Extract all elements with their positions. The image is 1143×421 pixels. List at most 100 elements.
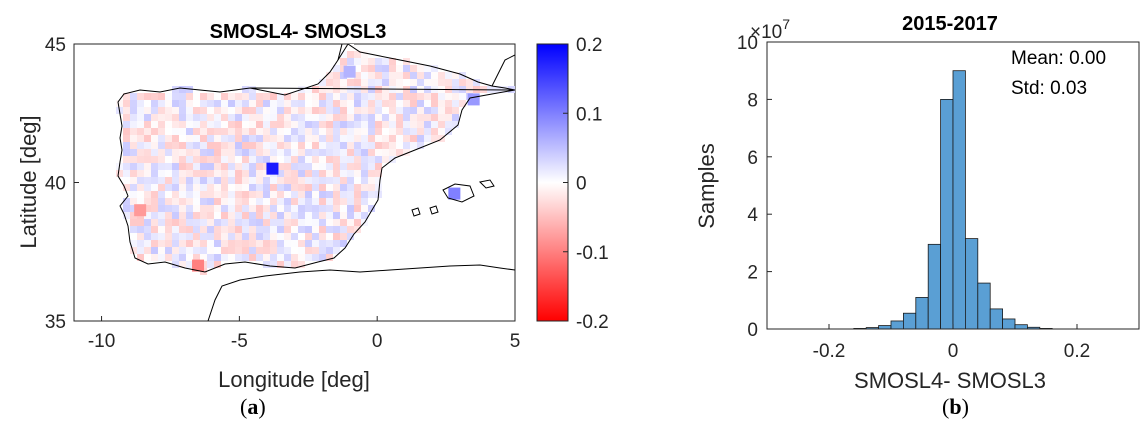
land-pixel bbox=[389, 65, 396, 72]
land-pixel bbox=[130, 114, 137, 121]
land-pixel bbox=[340, 163, 347, 170]
land-pixel bbox=[305, 184, 312, 191]
land-pixel bbox=[340, 191, 347, 198]
land-pixel bbox=[207, 212, 214, 219]
land-pixel bbox=[340, 58, 347, 65]
land-pixel bbox=[312, 212, 319, 219]
land-pixel bbox=[137, 233, 144, 240]
land-pixel bbox=[221, 219, 228, 226]
land-pixel bbox=[431, 72, 438, 79]
land-pixel bbox=[424, 79, 431, 86]
land-pixel bbox=[214, 135, 221, 142]
land-pixel bbox=[151, 240, 158, 247]
land-pixel bbox=[368, 114, 375, 121]
land-pixel bbox=[130, 128, 137, 135]
land-pixel bbox=[389, 79, 396, 86]
land-pixel bbox=[312, 226, 319, 233]
land-pixel bbox=[312, 191, 319, 198]
land-pixel bbox=[368, 79, 375, 86]
land-pixel bbox=[249, 205, 256, 212]
land-pixel bbox=[158, 184, 165, 191]
land-pixel bbox=[249, 135, 256, 142]
land-pixel bbox=[361, 149, 368, 156]
land-pixel bbox=[256, 240, 263, 247]
land-pixel bbox=[123, 198, 130, 205]
land-pixel bbox=[424, 114, 431, 121]
land-pixel bbox=[179, 184, 186, 191]
land-pixel bbox=[340, 51, 347, 58]
land-pixel bbox=[347, 205, 354, 212]
land-pixel bbox=[144, 184, 151, 191]
land-pixel bbox=[207, 107, 214, 114]
land-pixel bbox=[130, 93, 137, 100]
land-pixel bbox=[312, 240, 319, 247]
land-pixel bbox=[123, 121, 130, 128]
land-pixel bbox=[361, 191, 368, 198]
land-pixel bbox=[186, 149, 193, 156]
land-pixel bbox=[186, 212, 193, 219]
land-pixel bbox=[354, 177, 361, 184]
land-pixel bbox=[130, 240, 137, 247]
land-pixel bbox=[228, 135, 235, 142]
land-pixel bbox=[347, 107, 354, 114]
land-pixel bbox=[200, 226, 207, 233]
land-pixel bbox=[235, 114, 242, 121]
land-pixel bbox=[186, 156, 193, 163]
land-pixel bbox=[291, 191, 298, 198]
land-pixel bbox=[144, 219, 151, 226]
land-pixel bbox=[312, 205, 319, 212]
land-pixel bbox=[207, 177, 214, 184]
map-y-ticks: 35 40 45 bbox=[45, 35, 79, 333]
land-pixel bbox=[375, 135, 382, 142]
land-pixel bbox=[256, 198, 263, 205]
land-pixel bbox=[151, 121, 158, 128]
land-pixel bbox=[179, 191, 186, 198]
land-pixel bbox=[361, 107, 368, 114]
land-pixel bbox=[151, 226, 158, 233]
land-pixel bbox=[347, 86, 354, 93]
land-pixel bbox=[179, 170, 186, 177]
land-pixel bbox=[130, 219, 137, 226]
land-pixel bbox=[277, 184, 284, 191]
land-pixel bbox=[382, 65, 389, 72]
land-pixel bbox=[354, 86, 361, 93]
land-pixel bbox=[193, 121, 200, 128]
land-pixel bbox=[340, 128, 347, 135]
land-pixel bbox=[256, 163, 263, 170]
land-pixel bbox=[375, 184, 382, 191]
land-pixel bbox=[375, 100, 382, 107]
land-pixel bbox=[123, 135, 130, 142]
land-pixel bbox=[319, 107, 326, 114]
land-pixel bbox=[417, 72, 424, 79]
land-pixel bbox=[137, 170, 144, 177]
land-pixel bbox=[165, 142, 172, 149]
land-pixel bbox=[130, 191, 137, 198]
land-pixel bbox=[375, 93, 382, 100]
land-pixel bbox=[172, 156, 179, 163]
land-pixel bbox=[270, 261, 277, 268]
land-pixel bbox=[319, 184, 326, 191]
land-pixel bbox=[417, 107, 424, 114]
land-pixel bbox=[263, 156, 270, 163]
land-pixel bbox=[375, 128, 382, 135]
land-pixel bbox=[214, 142, 221, 149]
land-pixel bbox=[221, 93, 228, 100]
land-pixel bbox=[200, 233, 207, 240]
land-pixel bbox=[354, 51, 361, 58]
land-pixel bbox=[130, 100, 137, 107]
land-pixel bbox=[452, 114, 459, 121]
land-pixel bbox=[305, 226, 312, 233]
land-pixel bbox=[270, 114, 277, 121]
land-pixel bbox=[214, 191, 221, 198]
land-pixel bbox=[326, 254, 333, 261]
land-pixel bbox=[424, 107, 431, 114]
land-pixel bbox=[179, 128, 186, 135]
land-pixel bbox=[410, 72, 417, 79]
land-pixel bbox=[326, 177, 333, 184]
land-pixel bbox=[179, 261, 186, 268]
land-pixel bbox=[319, 135, 326, 142]
land-pixel bbox=[340, 226, 347, 233]
land-pixel bbox=[235, 191, 242, 198]
land-pixel bbox=[221, 121, 228, 128]
land-pixel bbox=[340, 72, 347, 79]
